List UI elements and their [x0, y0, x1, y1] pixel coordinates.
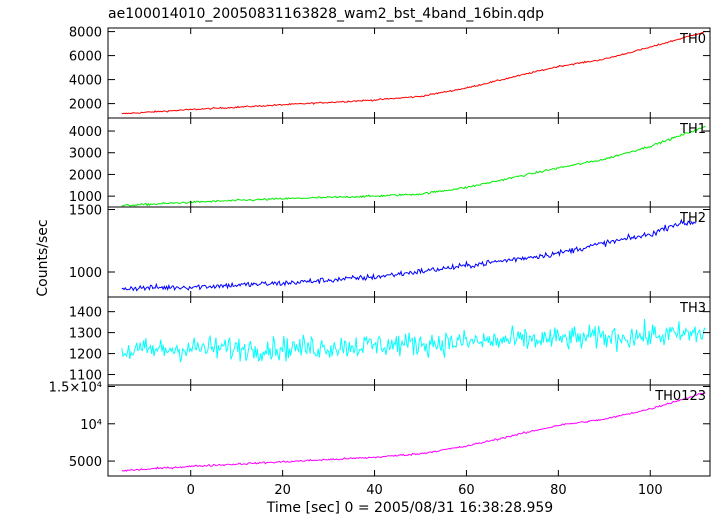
y-tick-label: 1300 — [69, 327, 102, 342]
x-tick-label: 80 — [550, 483, 567, 498]
panel-th1: 1000 2000 3000 4000 TH1 — [69, 117, 711, 208]
panel-th0: 2000 4000 6000 8000 TH0 — [69, 26, 711, 119]
x-tick-label: 60 — [458, 483, 475, 498]
x-tick-label: 40 — [366, 483, 383, 498]
series-line-th2 — [121, 218, 697, 292]
series-label: TH1 — [679, 122, 706, 137]
y-tick-label: 1000 — [69, 190, 102, 205]
x-axis-label: Time [sec] 0 = 2005/08/31 16:38:28.959 — [266, 500, 553, 516]
y-tick-label: 1100 — [69, 369, 102, 384]
series-line-th1 — [121, 125, 706, 207]
series-line-th0123 — [121, 392, 706, 472]
chart-title: ae100014010_20050831163828_wam2_bst_4ban… — [108, 6, 544, 22]
series-label: TH0 — [679, 32, 706, 47]
panel-frame — [107, 117, 711, 208]
panel-th3: 1100 1200 1300 1400 TH3 — [69, 296, 711, 386]
y-tick-label: 8000 — [69, 26, 102, 41]
y-tick-label: 5000 — [69, 455, 102, 470]
y-axis-label: Counts/sec — [35, 219, 51, 296]
panel-frame — [107, 206, 711, 298]
series-label: TH3 — [679, 301, 706, 316]
y-tick-label: 1400 — [69, 306, 102, 321]
y-tick-label: 2000 — [69, 168, 102, 183]
panel-th2: 1000 1500 TH2 — [69, 204, 711, 298]
y-tick-label: 1200 — [69, 348, 102, 363]
panel-frame — [107, 296, 711, 386]
panel-frame — [107, 384, 711, 477]
series-line-th3 — [121, 318, 706, 363]
y-tick-label: 1500 — [69, 204, 102, 219]
y-tick-label: 3000 — [69, 147, 102, 162]
series-label: TH2 — [679, 211, 706, 226]
y-tick-label: 1000 — [69, 266, 102, 281]
y-tick-label: 4000 — [69, 74, 102, 89]
series-line-th0 — [121, 30, 706, 115]
y-tick-label: 1.5×10⁴ — [49, 380, 102, 395]
panel-th0123: 5000 10⁴ 1.5×10⁴ TH0123 — [49, 380, 711, 477]
y-tick-label: 4000 — [69, 125, 102, 140]
x-tick-label: 0 — [187, 483, 195, 498]
x-tick-label: 100 — [638, 483, 663, 498]
y-tick-label: 2000 — [69, 98, 102, 113]
y-tick-label: 10⁴ — [80, 418, 102, 433]
x-tick-label: 20 — [274, 483, 291, 498]
series-label: TH0123 — [654, 389, 706, 404]
y-tick-label: 6000 — [69, 50, 102, 65]
panel-frame — [107, 27, 711, 119]
